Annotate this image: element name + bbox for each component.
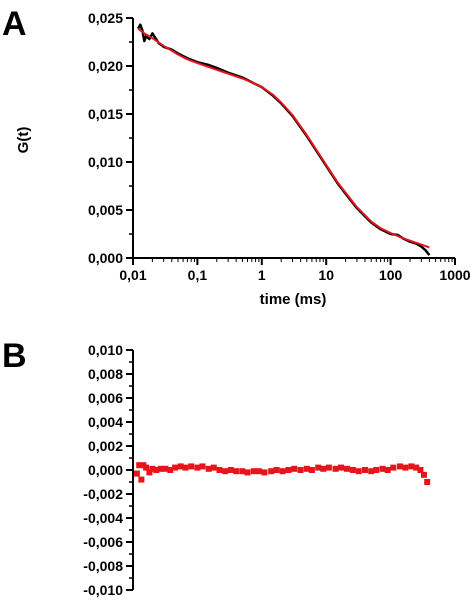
chart-b-residual-point (338, 464, 344, 471)
chart-b-residual-point (291, 465, 298, 472)
chart-b-residual-point (315, 464, 322, 471)
chart-a-xlabel: time (ms) (260, 291, 327, 308)
chart-b-residual-point (417, 467, 424, 473)
chart-a-ytick-label: 0,000 (88, 250, 123, 266)
chart-b-residual-point (332, 465, 339, 472)
chart-b-residual-point (210, 464, 217, 471)
chart-b-residual-point (402, 464, 409, 471)
chart-a-ytick-label: 0,020 (88, 58, 123, 74)
chart-a-xtick-label: 1 (258, 267, 266, 283)
chart-b-residual-point (194, 464, 201, 471)
chart-b-residual-point (239, 468, 246, 475)
chart-a-xtick-label: 0,01 (119, 267, 146, 283)
chart-b-residual-point (368, 468, 375, 475)
chart-b-residual-point (390, 464, 397, 471)
chart-b-residual-point (303, 465, 310, 472)
chart-b-ytick-label: 0,002 (88, 438, 123, 454)
chart-b-residuals: -0,010 -0,008 -0,006 -0,004 -0,002 0,000 0,002… (83, 342, 431, 598)
chart-b-ytick-label: 0,008 (88, 366, 123, 382)
chart-b-residual-point (344, 465, 350, 472)
chart-b-residual-point (320, 465, 327, 472)
chart-a-ytick-label: 0,025 (88, 10, 123, 26)
chart-b-residual-point (172, 464, 179, 471)
chart-b-ytick-label: -0,008 (83, 558, 123, 574)
panel-label-b: B (2, 337, 27, 375)
chart-b-ytick-label: 0,000 (88, 462, 123, 478)
chart-b-residual-point (205, 465, 212, 472)
chart-b-residual-point (413, 464, 420, 471)
chart-b-residual-point (255, 468, 262, 475)
chart-b-residual-point (182, 464, 189, 471)
chart-b-residual-point (216, 467, 223, 473)
chart-b-ytick-label: 0,006 (88, 390, 123, 406)
chart-b-ytick-label: 0,004 (88, 414, 123, 430)
chart-b-ytick-label: 0,010 (88, 342, 123, 358)
chart-b-residual-point (133, 470, 140, 477)
chart-b-residual-point (355, 468, 362, 475)
chart-b-residual-point (261, 469, 268, 476)
chart-b-residual-point (408, 463, 415, 470)
chart-b-residual-point (397, 463, 403, 470)
chart-a-xtick-label: 10 (318, 267, 334, 283)
chart-a-ytick-label: 0,005 (88, 202, 123, 218)
chart-b-residual-point (268, 468, 275, 475)
chart-b-residual-point (273, 467, 280, 473)
chart-b-residual-point (177, 463, 184, 470)
chart-b-residual-point (373, 467, 380, 473)
chart-b-residual-point (362, 467, 368, 473)
chart-b-residual-point (244, 469, 251, 476)
chart-b-residual-point (325, 464, 332, 471)
chart-a-xtick-label: 1000 (439, 267, 470, 283)
chart-b-ytick-label: -0,006 (83, 534, 123, 550)
chart-b-ytick-label: -0,002 (83, 486, 123, 502)
chart-b-residual-point (250, 468, 257, 475)
chart-b-residual-point (222, 468, 229, 475)
chart-a-ylabel: G(t) (15, 127, 32, 154)
chart-b-residual-point (279, 468, 286, 475)
chart-b-residual-point (384, 467, 391, 473)
chart-b-residual-point (136, 462, 143, 469)
chart-a-ytick-label: 0,015 (88, 106, 123, 122)
chart-b-residual-point (167, 467, 174, 473)
chart-b-residual-point (349, 467, 356, 473)
chart-b-residual-point (227, 467, 234, 473)
chart-b-residual-point (199, 463, 206, 470)
chart-b-residual-point (233, 468, 240, 475)
chart-b-ytick-label: -0,004 (83, 510, 123, 526)
chart-b-residual-point (157, 465, 164, 472)
chart-a-correlation: 0,000 0,005 0,010 0,015 0,020 0,025 0,01 0,1 1 10… (88, 10, 471, 283)
chart-a-xtick-label: 0,1 (188, 267, 208, 283)
chart-b-ytick-label: -0,010 (83, 582, 123, 598)
chart-b-residual-point (138, 476, 145, 483)
chart-a-xtick-label: 100 (379, 267, 403, 283)
chart-a-data-line (137, 23, 431, 256)
chart-b-residual-point (297, 467, 304, 473)
chart-b-residual-point (153, 467, 160, 473)
chart-b-residual-point (146, 469, 153, 476)
chart-b-residual-point (149, 465, 156, 472)
chart-b-residual-point (188, 463, 195, 470)
chart-b-residual-point (162, 465, 169, 472)
chart-a-fit-line (137, 27, 430, 249)
panel-label-a: A (2, 5, 27, 43)
chart-b-residual-point (285, 467, 292, 473)
chart-b-residual-point (308, 467, 315, 473)
chart-a-ytick-label: 0,010 (88, 154, 123, 170)
chart-b-residual-point (421, 471, 427, 478)
chart-b-residual-point (379, 465, 386, 472)
chart-b-residual-point (143, 464, 150, 471)
chart-b-residual-point (424, 479, 431, 485)
